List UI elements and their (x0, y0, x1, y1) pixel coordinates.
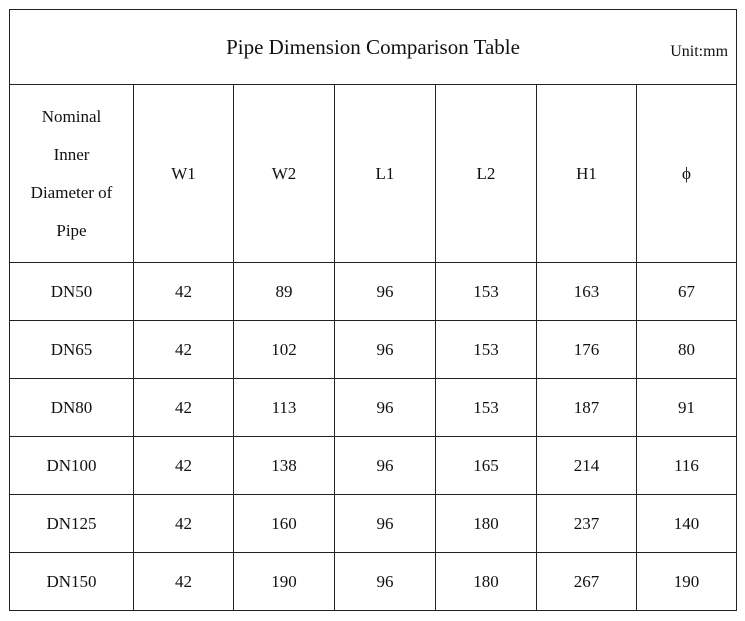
unit-label: Unit:mm (670, 43, 729, 60)
data-cell: 180 (435, 552, 537, 611)
data-cell: 42 (133, 436, 234, 495)
data-cell: DN65 (9, 320, 134, 379)
data-cell: 42 (133, 320, 234, 379)
data-cell: 165 (435, 436, 537, 495)
header-text: Nominal Inner Diameter of Pipe (30, 106, 113, 240)
data-cell: 42 (133, 552, 234, 611)
data-cell: 96 (334, 552, 436, 611)
data-row: DN65 42 102 96 153 176 80 (9, 320, 738, 379)
data-cell: DN80 (9, 378, 134, 437)
data-cell: 190 (233, 552, 335, 611)
data-cell: DN100 (9, 436, 134, 495)
data-cell: 96 (334, 320, 436, 379)
data-row: DN80 42 113 96 153 187 91 (9, 378, 738, 437)
data-cell: 80 (635, 320, 738, 379)
data-cell: 237 (536, 494, 637, 553)
data-cell: DN150 (9, 552, 134, 611)
data-cell: 214 (536, 436, 637, 495)
data-cell: 180 (435, 494, 537, 553)
data-cell: 89 (233, 262, 335, 321)
table-body: Pipe Dimension Comparison Table Unit:mm … (8, 9, 738, 611)
data-cell: 96 (334, 494, 436, 553)
data-row: DN50 42 89 96 153 163 67 (9, 262, 738, 321)
header-cell: W1 (133, 84, 234, 263)
data-cell: 153 (435, 378, 537, 437)
data-cell: 96 (334, 436, 436, 495)
data-cell: 267 (536, 552, 637, 611)
data-cell: 116 (635, 436, 738, 495)
header-cell: L2 (435, 84, 537, 263)
data-cell: 160 (233, 494, 335, 553)
data-row: DN125 42 160 96 180 237 140 (9, 494, 738, 553)
data-cell: 153 (435, 262, 537, 321)
data-cell: 163 (536, 262, 637, 321)
header-cell: L1 (334, 84, 436, 263)
title-row: Pipe Dimension Comparison Table Unit:mm (8, 9, 738, 85)
data-cell: DN50 (9, 262, 134, 321)
data-cell: 138 (233, 436, 335, 495)
dimension-table: Pipe Dimension Comparison Table Unit:mm … (8, 9, 738, 611)
data-cell: 67 (635, 262, 738, 321)
data-row: DN150 42 190 96 180 267 190 (9, 552, 738, 611)
data-cell: 140 (635, 494, 738, 553)
data-cell: 176 (536, 320, 637, 379)
header-cell: W2 (233, 84, 335, 263)
data-cell: 102 (233, 320, 335, 379)
data-row: DN100 42 138 96 165 214 116 (9, 436, 738, 495)
header-cell: H1 (536, 84, 637, 263)
data-cell: 91 (635, 378, 738, 437)
data-cell: 96 (334, 378, 436, 437)
data-cell: 96 (334, 262, 436, 321)
data-cell: DN125 (9, 494, 134, 553)
header-cell: Nominal Inner Diameter of Pipe (9, 84, 134, 263)
data-cell: 190 (635, 552, 738, 611)
table-title: Pipe Dimension Comparison Table (226, 35, 520, 59)
data-cell: 42 (133, 494, 234, 553)
data-cell: 187 (536, 378, 637, 437)
data-cell: 42 (133, 378, 234, 437)
data-cell: 113 (233, 378, 335, 437)
header-row: Nominal Inner Diameter of Pipe W1 W2 L1 L2 H1… (9, 84, 738, 263)
title-cell: Pipe Dimension Comparison Table Unit:mm (8, 9, 738, 85)
data-cell: 42 (133, 262, 234, 321)
table-container: Pipe Dimension Comparison Table Unit:mm … (8, 9, 738, 612)
data-cell: 153 (435, 320, 537, 379)
header-cell: ϕ (635, 84, 738, 263)
